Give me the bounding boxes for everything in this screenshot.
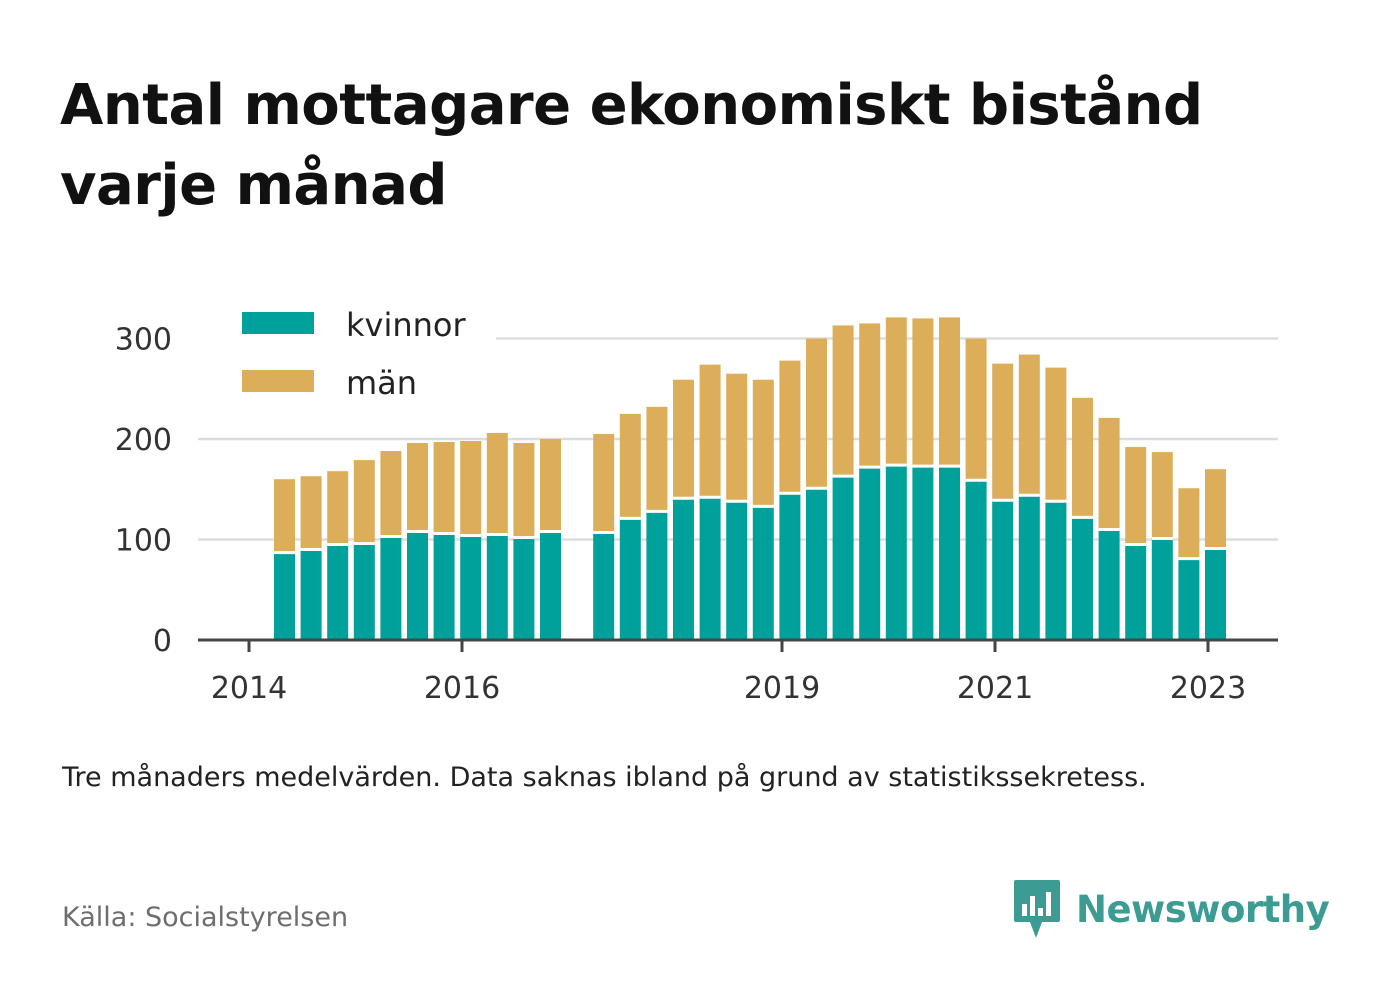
bar-man[interactable] xyxy=(353,460,375,544)
bar-kvinnor[interactable] xyxy=(1018,495,1040,640)
axes: 0 100 200 300 2014 2016 2019 2021 2023 xyxy=(115,323,1278,706)
bar-man[interactable] xyxy=(1045,367,1067,502)
bar-kvinnor[interactable] xyxy=(274,552,295,640)
bar-man[interactable] xyxy=(806,338,827,489)
bar-man[interactable] xyxy=(327,471,349,545)
legend-label: män xyxy=(346,364,417,402)
bar-man[interactable] xyxy=(832,325,854,477)
bar-kvinnor[interactable] xyxy=(752,506,774,640)
bar-kvinnor[interactable] xyxy=(1125,544,1147,640)
bar-man[interactable] xyxy=(779,360,801,494)
bar-man[interactable] xyxy=(912,318,934,467)
bar-kvinnor[interactable] xyxy=(992,500,1014,640)
legend-swatch xyxy=(242,370,314,392)
bar-kvinnor[interactable] xyxy=(327,544,349,640)
bar-man[interactable] xyxy=(1151,452,1173,539)
bar-kvinnor[interactable] xyxy=(1072,517,1093,640)
bar-kvinnor[interactable] xyxy=(779,493,801,640)
chart-note: Tre månaders medelvärden. Data saknas ib… xyxy=(62,762,1147,793)
y-tick-label: 0 xyxy=(153,624,172,659)
bar-kvinnor[interactable] xyxy=(1205,548,1226,640)
bar-man[interactable] xyxy=(460,441,482,536)
newsworthy-logo-icon xyxy=(1014,880,1060,938)
bar-kvinnor[interactable] xyxy=(407,531,428,640)
bar-kvinnor[interactable] xyxy=(1178,558,1200,640)
bar-man[interactable] xyxy=(699,364,721,498)
bars xyxy=(274,317,1226,640)
bar-man[interactable] xyxy=(407,443,428,532)
y-tick-label: 200 xyxy=(115,423,172,458)
bar-kvinnor[interactable] xyxy=(859,467,881,640)
bar-man[interactable] xyxy=(300,476,322,550)
bar-kvinnor[interactable] xyxy=(885,465,907,640)
x-tick-label: 2023 xyxy=(1170,671,1246,706)
bar-kvinnor[interactable] xyxy=(619,518,641,640)
x-tick-label: 2019 xyxy=(744,671,820,706)
bar-kvinnor[interactable] xyxy=(593,532,615,640)
bar-kvinnor[interactable] xyxy=(353,543,375,640)
bar-man[interactable] xyxy=(646,406,668,512)
x-tick-label: 2014 xyxy=(211,671,287,706)
brand-name: Newsworthy xyxy=(1076,887,1330,931)
bar-man[interactable] xyxy=(1178,488,1200,559)
bar-man[interactable] xyxy=(752,379,774,507)
y-tick-label: 100 xyxy=(115,524,172,559)
legend-label: kvinnor xyxy=(346,306,467,344)
bar-man[interactable] xyxy=(992,363,1014,501)
bar-kvinnor[interactable] xyxy=(832,476,854,640)
bar-kvinnor[interactable] xyxy=(433,533,455,640)
bar-man[interactable] xyxy=(1098,417,1120,530)
bar-man[interactable] xyxy=(939,317,960,467)
x-tick-label: 2021 xyxy=(957,671,1033,706)
brand-logo[interactable]: Newsworthy xyxy=(1012,878,1330,940)
bar-man[interactable] xyxy=(1205,469,1226,549)
bar-man[interactable] xyxy=(1018,354,1040,496)
bar-man[interactable] xyxy=(885,317,907,466)
bar-kvinnor[interactable] xyxy=(513,537,535,640)
bar-man[interactable] xyxy=(433,442,455,534)
bar-kvinnor[interactable] xyxy=(699,497,721,640)
bar-kvinnor[interactable] xyxy=(460,535,482,640)
bar-kvinnor[interactable] xyxy=(1098,529,1120,640)
chart-title: Antal mottagare ekonomiskt bistånd varje… xyxy=(60,73,1203,218)
bar-man[interactable] xyxy=(380,451,402,537)
bar-man[interactable] xyxy=(726,373,748,502)
bar-kvinnor[interactable] xyxy=(806,488,827,640)
bar-man[interactable] xyxy=(540,439,561,532)
bar-man[interactable] xyxy=(486,432,508,535)
bar-man[interactable] xyxy=(859,323,881,468)
bar-kvinnor[interactable] xyxy=(965,480,987,640)
bar-man[interactable] xyxy=(965,338,987,481)
bar-man[interactable] xyxy=(513,443,535,538)
bar-kvinnor[interactable] xyxy=(380,536,402,640)
legend-swatch xyxy=(242,312,314,334)
bar-kvinnor[interactable] xyxy=(939,466,960,640)
bar-man[interactable] xyxy=(593,433,615,533)
bar-man[interactable] xyxy=(1125,447,1147,545)
source-credit: Källa: Socialstyrelsen xyxy=(62,902,349,933)
bar-man[interactable] xyxy=(673,379,694,499)
bar-man[interactable] xyxy=(619,413,641,519)
y-tick-label: 300 xyxy=(115,323,172,358)
x-tick-label: 2016 xyxy=(424,671,500,706)
bar-man[interactable] xyxy=(1072,397,1093,518)
bar-kvinnor[interactable] xyxy=(726,501,748,640)
bar-kvinnor[interactable] xyxy=(646,511,668,640)
bar-kvinnor[interactable] xyxy=(486,534,508,640)
legend: kvinnor män xyxy=(196,300,496,412)
bar-kvinnor[interactable] xyxy=(673,498,694,640)
bar-kvinnor[interactable] xyxy=(300,549,322,640)
bar-kvinnor[interactable] xyxy=(540,531,561,640)
bar-kvinnor[interactable] xyxy=(912,466,934,640)
bar-kvinnor[interactable] xyxy=(1151,538,1173,640)
bar-kvinnor[interactable] xyxy=(1045,501,1067,640)
bar-man[interactable] xyxy=(274,479,295,553)
